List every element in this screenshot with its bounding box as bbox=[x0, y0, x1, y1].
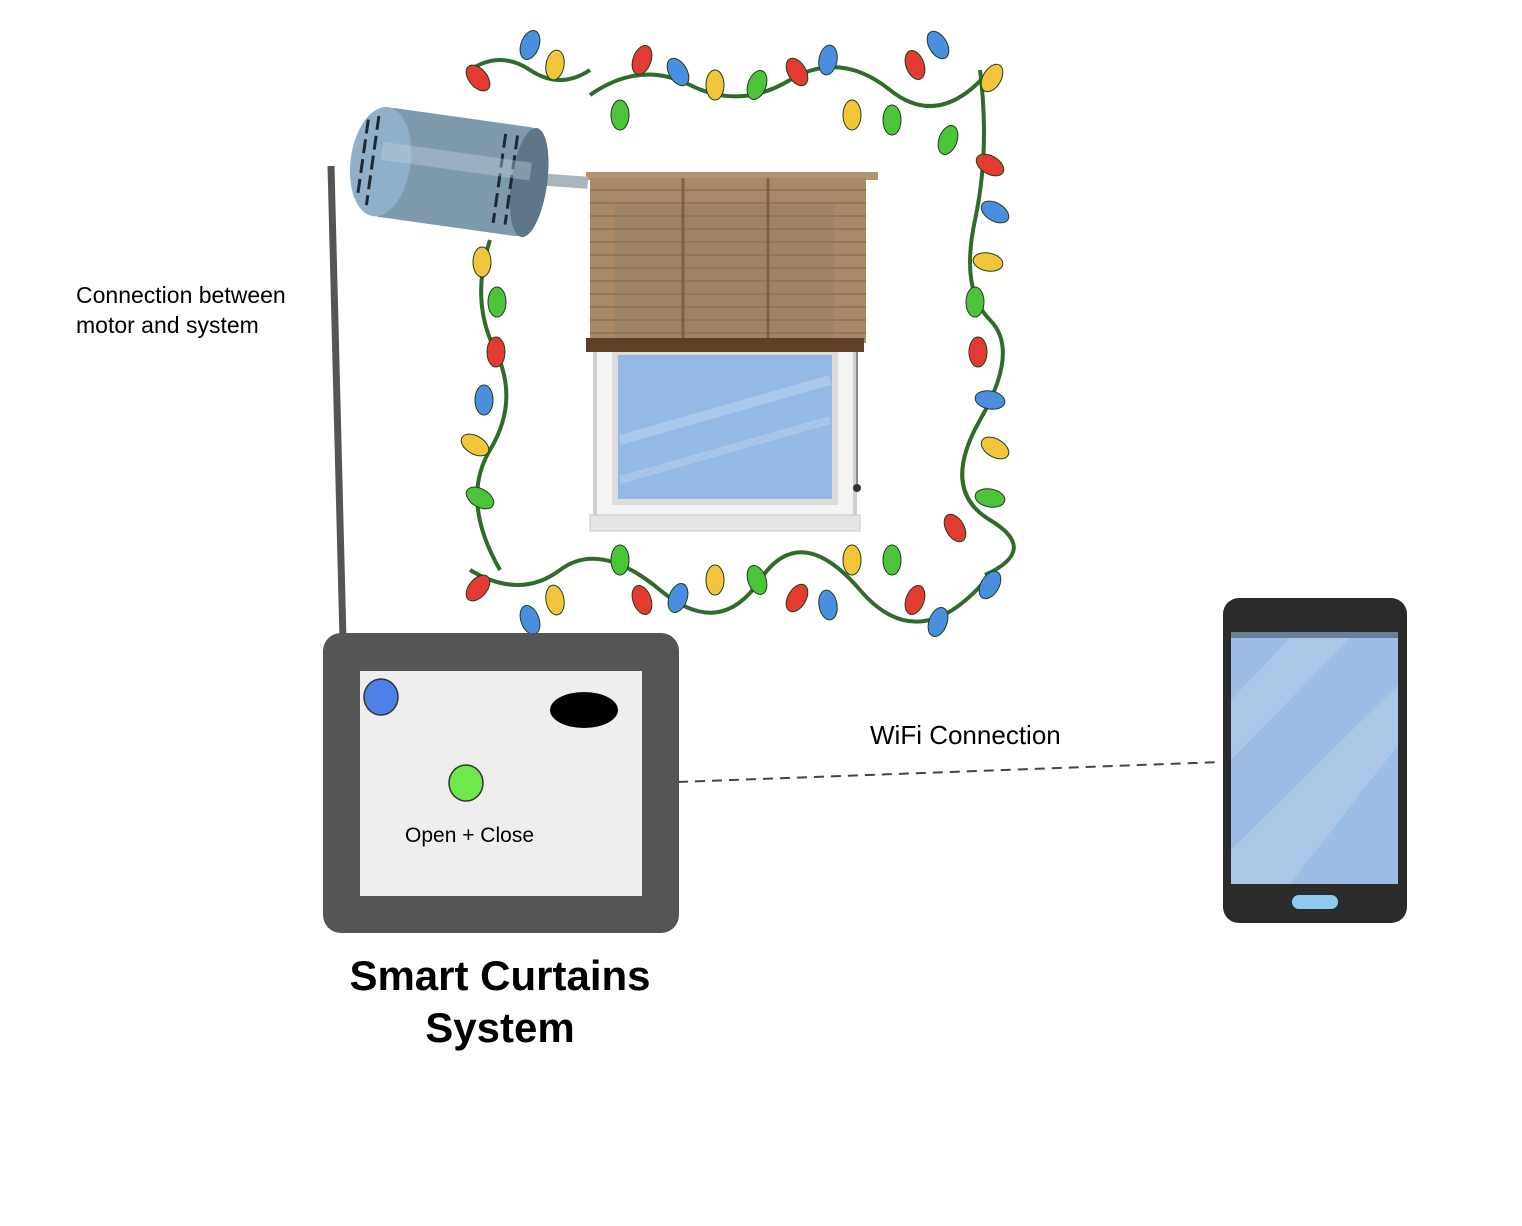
light-bulb-icon bbox=[519, 30, 541, 60]
light-bulb-icon bbox=[746, 70, 768, 100]
light-bulb-icon bbox=[610, 544, 630, 576]
light-bulb-icon bbox=[926, 30, 950, 60]
light-bulb-icon bbox=[882, 104, 902, 136]
light-bulb-icon bbox=[818, 44, 838, 76]
open-close-button[interactable] bbox=[448, 764, 484, 802]
light-bulb-icon bbox=[519, 605, 541, 635]
light-bulb-icon bbox=[927, 607, 949, 637]
wifi-link-line bbox=[677, 761, 1221, 783]
light-bulb-icon bbox=[980, 63, 1004, 93]
light-bulb-icon bbox=[965, 286, 985, 318]
blind-icon bbox=[586, 172, 878, 352]
wifi-connection-label: WiFi Connection bbox=[870, 720, 1061, 750]
light-bulb-icon bbox=[465, 574, 491, 602]
light-bulb-icon bbox=[974, 488, 1006, 508]
system-title: Smart Curtains System bbox=[349, 952, 651, 1051]
window-icon bbox=[589, 338, 861, 532]
light-bulb-icon bbox=[904, 50, 926, 80]
light-bulb-icon bbox=[465, 64, 491, 92]
sensor-icon bbox=[550, 692, 618, 728]
light-bulb-icon bbox=[842, 544, 862, 576]
light-bulb-icon bbox=[968, 336, 988, 368]
light-bulb-icon bbox=[705, 69, 725, 101]
status-led-icon bbox=[363, 678, 399, 716]
light-bulb-icon bbox=[460, 433, 490, 457]
light-bulb-icon bbox=[904, 585, 926, 615]
light-bulb-icon bbox=[937, 125, 959, 155]
motor-connection-label: Connection between motor and system bbox=[76, 282, 286, 338]
light-bulb-icon bbox=[785, 57, 809, 87]
bottom-wire bbox=[468, 550, 992, 624]
open-close-label: Open + Close bbox=[405, 824, 534, 847]
light-bulb-icon bbox=[465, 486, 495, 510]
motor-system-wire bbox=[327, 165, 347, 641]
light-bulb-icon bbox=[631, 585, 653, 615]
light-bulb-icon bbox=[487, 286, 507, 318]
light-bulb-icon bbox=[972, 252, 1004, 272]
light-bulb-icon bbox=[978, 570, 1002, 600]
light-bulb-icon bbox=[785, 583, 809, 613]
light-bulb-icon bbox=[943, 513, 967, 543]
light-bulb-icon bbox=[975, 153, 1005, 177]
light-bulb-icon bbox=[472, 246, 492, 278]
light-bulbs bbox=[460, 30, 1010, 637]
light-bulb-icon bbox=[882, 544, 902, 576]
light-bulb-icon bbox=[980, 200, 1010, 224]
light-bulb-icon bbox=[631, 45, 653, 75]
light-bulb-icon bbox=[666, 57, 690, 87]
home-button[interactable] bbox=[1292, 895, 1338, 909]
top-wire bbox=[588, 65, 992, 108]
right-wire bbox=[960, 69, 1016, 577]
motor-icon bbox=[349, 107, 589, 238]
light-bulb-icon bbox=[486, 336, 506, 368]
light-bulb-icon bbox=[842, 99, 862, 131]
smartphone-icon bbox=[1223, 598, 1407, 923]
christmas-lights-frame bbox=[468, 58, 1016, 624]
light-bulb-icon bbox=[545, 584, 565, 616]
left-wire bbox=[475, 239, 509, 571]
light-bulb-icon bbox=[818, 589, 838, 621]
light-bulb-icon bbox=[974, 390, 1006, 410]
controller-device bbox=[323, 633, 679, 933]
light-bulb-icon bbox=[474, 384, 494, 416]
light-bulb-icon bbox=[667, 583, 689, 613]
light-bulb-icon bbox=[746, 565, 768, 595]
light-bulb-icon bbox=[545, 49, 565, 81]
light-bulb-icon bbox=[980, 436, 1010, 460]
light-bulb-icon bbox=[610, 99, 630, 131]
light-bulb-icon bbox=[705, 564, 725, 596]
